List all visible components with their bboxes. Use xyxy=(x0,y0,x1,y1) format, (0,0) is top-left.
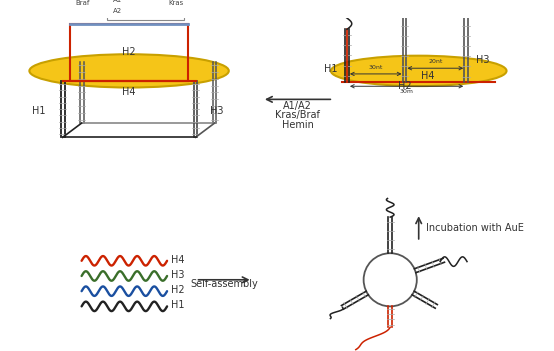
Circle shape xyxy=(128,1,141,14)
Text: Hemin: Hemin xyxy=(281,120,314,130)
Text: Braf: Braf xyxy=(75,0,89,6)
Text: A2: A2 xyxy=(113,8,122,14)
Text: H1: H1 xyxy=(171,300,184,310)
Text: H4: H4 xyxy=(171,255,184,265)
Text: Kras: Kras xyxy=(168,0,183,6)
Text: H4: H4 xyxy=(422,71,435,81)
Text: 30nt: 30nt xyxy=(368,65,383,70)
Text: Kras/Braf: Kras/Braf xyxy=(275,110,320,120)
Text: H2: H2 xyxy=(398,81,411,91)
Text: 30m: 30m xyxy=(399,89,414,94)
Text: H3: H3 xyxy=(210,106,223,117)
Text: H3: H3 xyxy=(476,54,489,65)
Ellipse shape xyxy=(29,54,229,87)
Text: H3: H3 xyxy=(171,270,184,280)
FancyBboxPatch shape xyxy=(107,0,184,20)
Circle shape xyxy=(363,253,417,306)
Text: A1: A1 xyxy=(113,0,122,3)
Ellipse shape xyxy=(331,56,506,86)
Text: H1: H1 xyxy=(32,106,45,117)
Text: 20nt: 20nt xyxy=(428,59,443,65)
Text: H4: H4 xyxy=(122,87,136,97)
Text: H1: H1 xyxy=(324,64,337,74)
Text: Incubation with AuE: Incubation with AuE xyxy=(426,223,524,233)
Text: H2: H2 xyxy=(171,285,184,295)
Text: Self-assembly: Self-assembly xyxy=(190,279,258,289)
Text: A1/A2: A1/A2 xyxy=(283,101,312,111)
Text: H2: H2 xyxy=(122,47,136,57)
Bar xyxy=(70,24,188,81)
